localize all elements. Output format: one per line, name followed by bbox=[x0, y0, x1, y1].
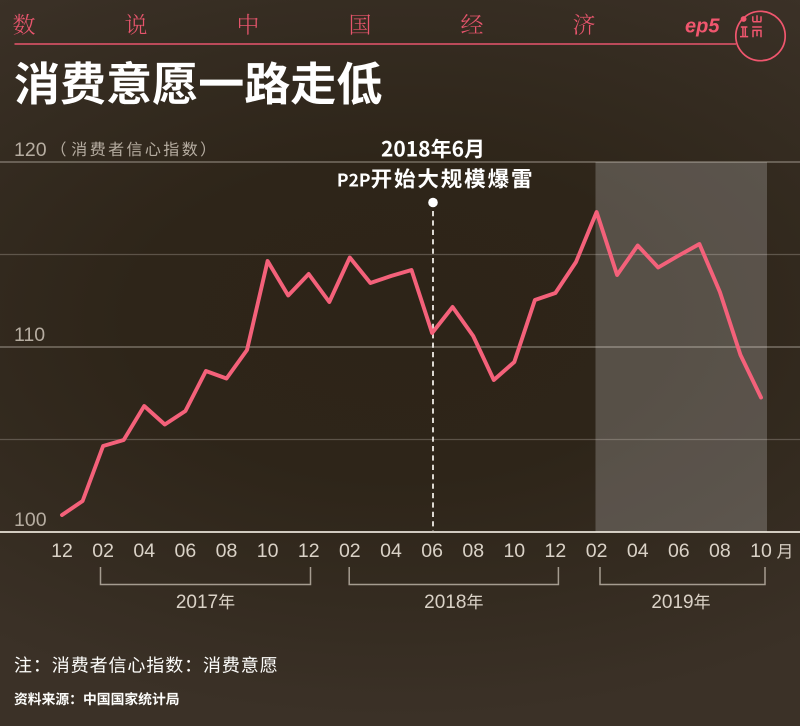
svg-text:济: 济 bbox=[573, 7, 596, 40]
svg-text:资料来源：中国国家统计局: 资料来源：中国国家统计局 bbox=[14, 688, 180, 708]
svg-text:12: 12 bbox=[545, 540, 567, 562]
svg-text:说: 说 bbox=[125, 7, 148, 40]
svg-text:02: 02 bbox=[339, 540, 361, 562]
svg-text:2018年: 2018年 bbox=[424, 588, 483, 613]
svg-text:月: 月 bbox=[777, 538, 794, 563]
svg-text:2018年6月: 2018年6月 bbox=[381, 134, 485, 164]
svg-text:100: 100 bbox=[14, 509, 47, 531]
svg-text:消费者信心指数）: 消费者信心指数） bbox=[71, 136, 218, 160]
svg-text:10: 10 bbox=[503, 540, 525, 562]
svg-text:06: 06 bbox=[421, 540, 443, 562]
svg-text:12: 12 bbox=[298, 540, 320, 562]
svg-text:04: 04 bbox=[133, 540, 155, 562]
svg-text:中: 中 bbox=[237, 7, 260, 40]
svg-text:2017年: 2017年 bbox=[176, 588, 235, 613]
svg-text:注：消费者信心指数：消费意愿: 注：消费者信心指数：消费意愿 bbox=[14, 652, 279, 678]
svg-text:10: 10 bbox=[750, 540, 772, 562]
svg-text:2019年: 2019年 bbox=[651, 588, 710, 613]
svg-text:消费意愿一路走低: 消费意愿一路走低 bbox=[14, 48, 382, 114]
svg-text:12: 12 bbox=[51, 540, 73, 562]
svg-text:10: 10 bbox=[257, 540, 279, 562]
svg-text:110: 110 bbox=[14, 324, 45, 346]
svg-text:08: 08 bbox=[216, 540, 238, 562]
svg-text:ep5: ep5 bbox=[685, 16, 720, 38]
svg-text:02: 02 bbox=[586, 540, 608, 562]
svg-text:120: 120 bbox=[14, 139, 47, 161]
svg-text:08: 08 bbox=[462, 540, 484, 562]
svg-text:08: 08 bbox=[709, 540, 731, 562]
svg-text:（: （ bbox=[51, 136, 67, 160]
svg-text:06: 06 bbox=[175, 540, 197, 562]
svg-text:P2P开始大规模爆雷: P2P开始大规模爆雷 bbox=[337, 162, 534, 193]
svg-text:04: 04 bbox=[627, 540, 649, 562]
svg-text:02: 02 bbox=[92, 540, 114, 562]
svg-text:经: 经 bbox=[461, 7, 484, 40]
svg-text:04: 04 bbox=[380, 540, 402, 562]
svg-text:数: 数 bbox=[13, 7, 36, 40]
svg-text:06: 06 bbox=[668, 540, 690, 562]
svg-text:国: 国 bbox=[349, 7, 372, 40]
